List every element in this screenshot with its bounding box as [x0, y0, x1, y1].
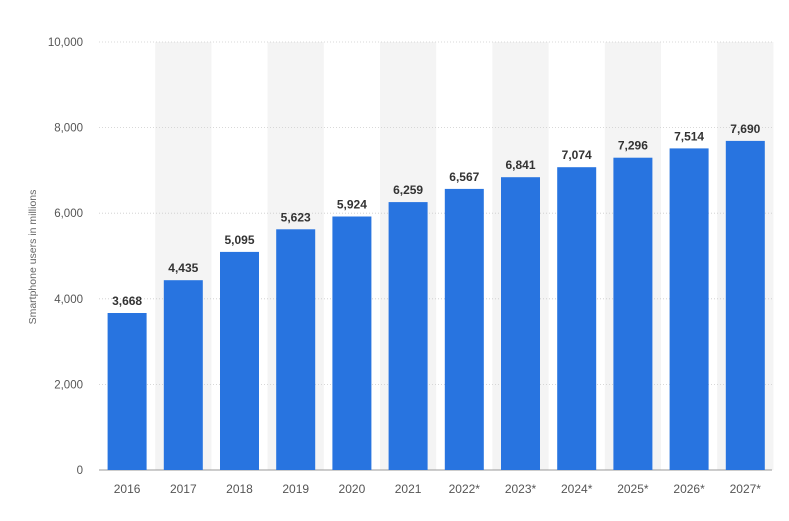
y-tick-label: 8,000 — [54, 123, 83, 135]
x-tick-label: 2016 — [114, 482, 141, 496]
y-axis-tick-labels: 0 2,000 4,000 6,000 8,000 10,000 — [48, 37, 83, 477]
x-tick-label: 2019 — [282, 482, 309, 496]
bar[interactable] — [501, 177, 540, 470]
x-tick-label: 2022* — [449, 482, 481, 496]
bar[interactable] — [444, 188, 484, 470]
bar[interactable] — [163, 280, 203, 470]
x-tick-label: 2026* — [673, 482, 705, 496]
bar[interactable] — [220, 251, 259, 470]
gridlines — [99, 41, 772, 471]
x-tick-label: 2023* — [505, 482, 537, 496]
data-label: 5,623 — [281, 210, 311, 224]
data-label: 6,567 — [449, 170, 479, 184]
data-label: 6,841 — [505, 158, 535, 172]
bar[interactable] — [276, 229, 316, 470]
bar[interactable] — [107, 313, 147, 470]
bar[interactable] — [725, 140, 765, 470]
y-axis-label: Smartphone users in millions — [27, 190, 39, 325]
data-label: 7,074 — [562, 148, 592, 162]
x-tick-label: 2021 — [395, 482, 422, 496]
x-tick-label: 2020 — [339, 482, 366, 496]
bar[interactable] — [669, 148, 709, 470]
y-tick-label: 10,000 — [48, 37, 83, 49]
data-labels: 3,668 4,435 5,095 5,623 5,924 6,259 6,567 6,841… — [112, 122, 761, 308]
x-axis-tick-labels: 2016 2017 2018 2019 2020 2021 2022* 2023* 2024* 2… — [114, 482, 762, 496]
x-tick-label: 2018 — [226, 482, 253, 496]
x-tick-label: 2027* — [730, 482, 762, 496]
bar[interactable] — [388, 202, 428, 470]
y-tick-label: 0 — [77, 465, 83, 477]
bar[interactable] — [557, 167, 597, 470]
data-label: 5,924 — [337, 198, 367, 212]
data-label: 3,668 — [112, 294, 142, 308]
y-tick-label: 6,000 — [54, 208, 83, 220]
bars — [107, 140, 765, 471]
bar[interactable] — [613, 157, 653, 470]
y-tick-label: 4,000 — [54, 294, 83, 306]
data-label: 7,514 — [674, 129, 704, 143]
data-label: 7,690 — [730, 122, 760, 136]
data-label: 6,259 — [393, 183, 423, 197]
x-tick-label: 2024* — [561, 482, 593, 496]
data-label: 7,296 — [618, 139, 648, 153]
x-tick-label: 2017 — [170, 482, 197, 496]
x-tick-label: 2025* — [617, 482, 649, 496]
data-label: 5,095 — [224, 233, 254, 247]
y-tick-label: 2,000 — [54, 379, 83, 391]
data-label: 4,435 — [168, 261, 198, 275]
bar[interactable] — [332, 216, 372, 471]
